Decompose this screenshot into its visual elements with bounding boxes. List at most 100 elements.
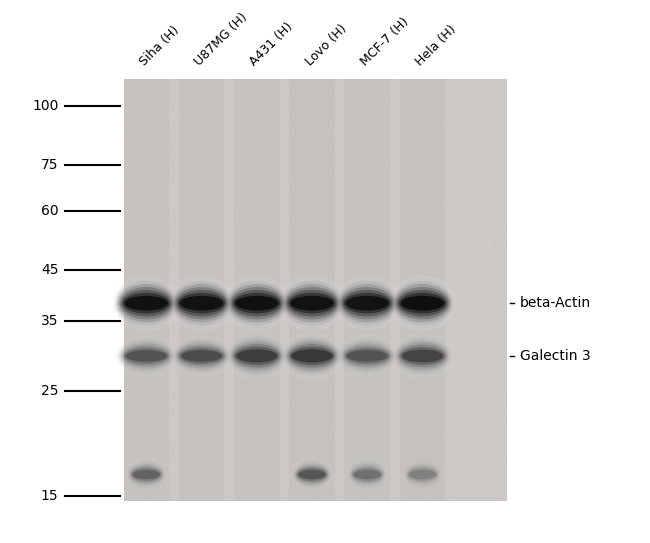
Point: [178, 279, 188, 287]
Point: [205, 81, 216, 90]
Point: [368, 180, 378, 189]
Point: [135, 300, 145, 308]
Bar: [179, 79, 224, 501]
Point: [280, 335, 291, 344]
Point: [407, 223, 417, 231]
Point: [374, 158, 385, 167]
Point: [458, 150, 469, 159]
Point: [436, 115, 446, 124]
Point: [486, 128, 496, 137]
Point: [217, 387, 228, 396]
Point: [161, 252, 172, 261]
Point: [141, 177, 151, 186]
Point: [308, 303, 318, 312]
Point: [271, 472, 281, 481]
Point: [417, 383, 427, 392]
Point: [426, 388, 436, 396]
Point: [253, 157, 263, 166]
Point: [295, 264, 306, 273]
Point: [251, 277, 261, 286]
Point: [196, 393, 206, 401]
Point: [448, 377, 459, 386]
Point: [345, 218, 356, 227]
Point: [385, 380, 396, 389]
Point: [458, 283, 468, 292]
Point: [362, 272, 372, 280]
Point: [276, 89, 286, 98]
Point: [255, 384, 265, 393]
Point: [157, 179, 167, 188]
Point: [450, 281, 461, 290]
Point: [170, 358, 181, 367]
Point: [416, 153, 426, 162]
Point: [427, 266, 437, 275]
Point: [415, 394, 425, 402]
Point: [389, 254, 400, 262]
Point: [188, 272, 198, 281]
Point: [226, 366, 236, 375]
Point: [414, 396, 424, 405]
Point: [210, 423, 220, 432]
Point: [180, 473, 190, 482]
Point: [206, 435, 216, 444]
Point: [291, 212, 302, 221]
Point: [304, 401, 314, 410]
Point: [462, 200, 472, 209]
Point: [356, 310, 366, 319]
Ellipse shape: [181, 350, 222, 362]
Point: [371, 223, 382, 232]
Point: [376, 105, 387, 113]
Point: [253, 327, 263, 336]
Point: [478, 271, 488, 280]
Point: [272, 464, 283, 473]
Point: [466, 162, 476, 171]
Point: [430, 211, 441, 220]
Point: [291, 179, 302, 187]
Point: [413, 178, 424, 186]
Point: [350, 402, 360, 411]
Point: [417, 493, 428, 502]
Point: [317, 83, 328, 92]
Point: [223, 188, 233, 197]
Point: [370, 482, 380, 491]
Point: [500, 387, 510, 396]
Ellipse shape: [400, 347, 445, 365]
Point: [172, 412, 183, 420]
Point: [214, 140, 224, 149]
Point: [263, 427, 273, 436]
Point: [331, 314, 341, 323]
Point: [356, 81, 366, 90]
Point: [347, 103, 358, 112]
Point: [347, 87, 358, 96]
Point: [312, 431, 322, 439]
Point: [269, 381, 280, 389]
Point: [368, 436, 378, 445]
Point: [449, 485, 460, 494]
Point: [184, 198, 194, 206]
Point: [138, 158, 148, 167]
Ellipse shape: [287, 290, 337, 317]
Point: [480, 428, 490, 437]
Point: [284, 483, 294, 491]
Point: [120, 108, 131, 117]
Point: [323, 300, 333, 309]
Point: [387, 419, 398, 428]
Point: [410, 327, 421, 336]
Point: [442, 368, 452, 376]
Point: [452, 432, 463, 441]
Point: [401, 85, 411, 93]
Point: [453, 371, 463, 380]
Point: [146, 424, 156, 432]
Point: [335, 481, 345, 490]
Ellipse shape: [281, 333, 343, 378]
Point: [378, 367, 388, 376]
Point: [147, 441, 157, 450]
Point: [196, 316, 207, 325]
Point: [152, 301, 162, 310]
Point: [170, 152, 180, 161]
Point: [250, 286, 260, 294]
Point: [292, 405, 302, 413]
Point: [212, 299, 222, 307]
Ellipse shape: [354, 470, 381, 479]
Point: [317, 171, 328, 180]
